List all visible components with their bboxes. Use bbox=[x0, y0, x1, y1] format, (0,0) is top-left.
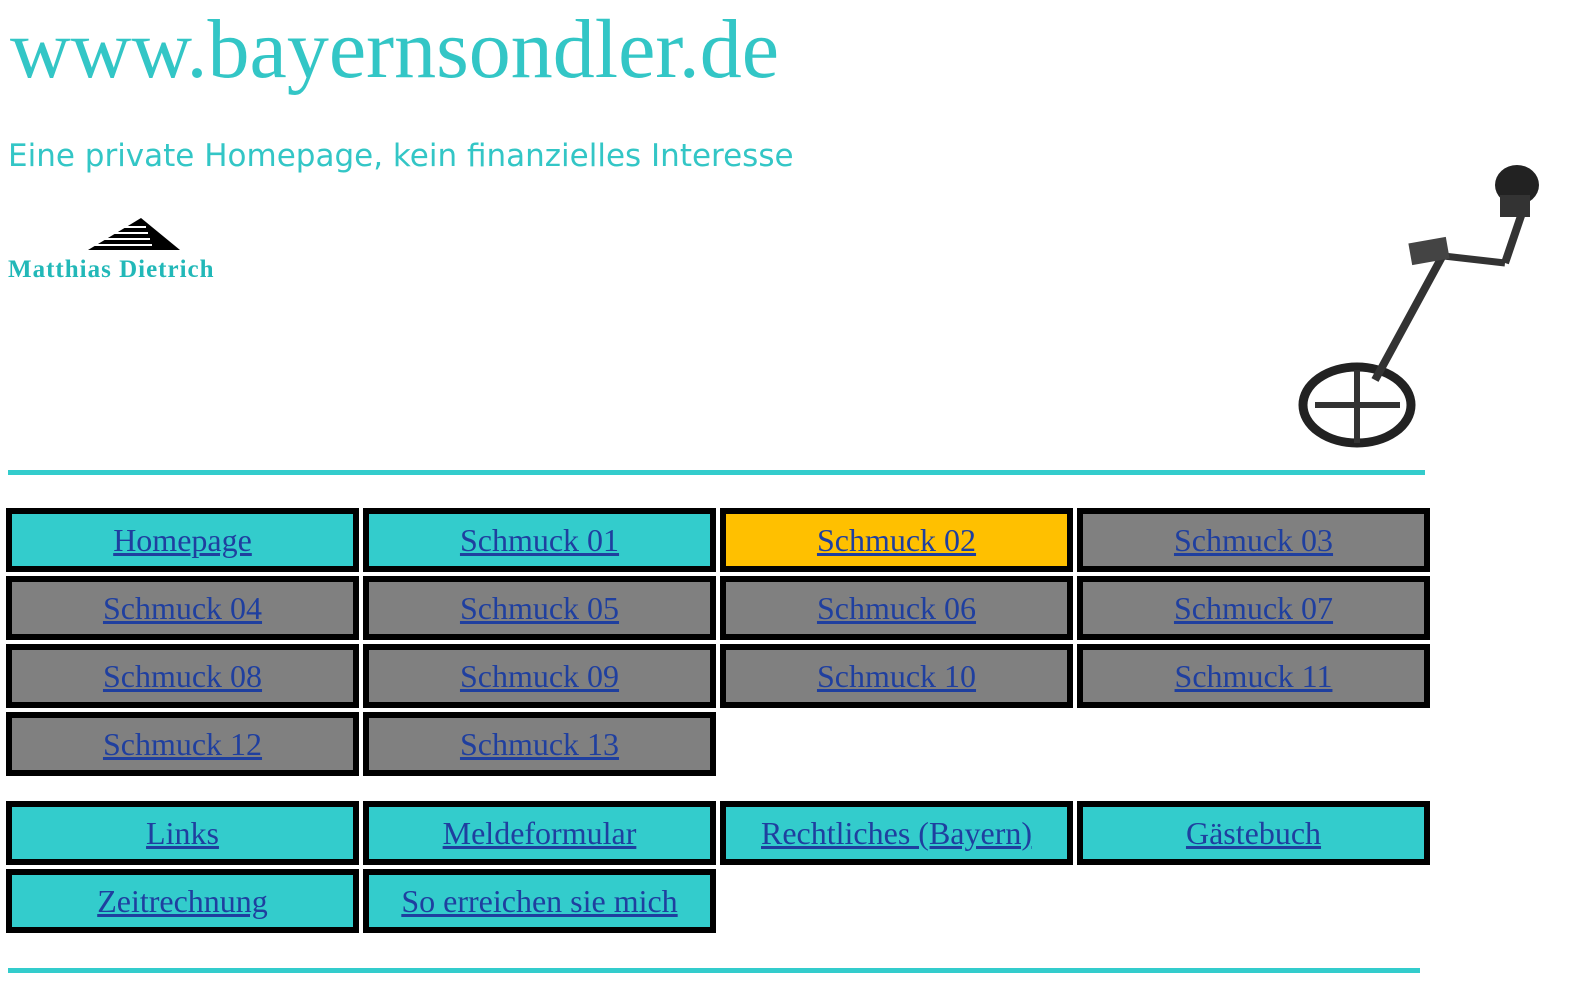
nav-link[interactable]: Schmuck 03 bbox=[1173, 521, 1334, 558]
nav-button: Gästebuch bbox=[1077, 801, 1430, 865]
nav-link[interactable]: Homepage bbox=[113, 521, 252, 558]
logo-text: Matthias Dietrich bbox=[8, 256, 215, 283]
nav-link[interactable]: Schmuck 01 bbox=[459, 521, 620, 558]
nav-link[interactable]: Schmuck 13 bbox=[459, 725, 620, 762]
nav-link[interactable]: Schmuck 09 bbox=[459, 657, 620, 694]
nav-link[interactable]: Schmuck 11 bbox=[1174, 657, 1333, 694]
nav-button: Meldeformular bbox=[363, 801, 716, 865]
subtitle: Eine private Homepage, kein finanzielles… bbox=[8, 138, 794, 174]
nav-button: Schmuck 05 bbox=[363, 576, 716, 640]
nav-button: Schmuck 06 bbox=[720, 576, 1073, 640]
nav-button: Schmuck 11 bbox=[1077, 644, 1430, 708]
nav-button: Schmuck 08 bbox=[6, 644, 359, 708]
nav-button: Schmuck 01 bbox=[363, 508, 716, 572]
nav-button: Schmuck 09 bbox=[363, 644, 716, 708]
nav-button: Schmuck 04 bbox=[6, 576, 359, 640]
nav-link[interactable]: So erreichen sie mich bbox=[401, 882, 678, 919]
nav-link[interactable]: Schmuck 08 bbox=[102, 657, 263, 694]
nav-link[interactable]: Meldeformular bbox=[442, 814, 637, 851]
nav-link[interactable]: Rechtliches (Bayern) bbox=[761, 814, 1032, 851]
site-title: www.bayernsondler.de bbox=[10, 3, 780, 96]
nav-link[interactable]: Schmuck 04 bbox=[102, 589, 263, 626]
nav-link[interactable]: Links bbox=[146, 814, 219, 851]
nav-button: Schmuck 02 bbox=[720, 508, 1073, 572]
nav-button: Zeitrechnung bbox=[6, 869, 359, 933]
nav-button: Links bbox=[6, 801, 359, 865]
nav-button: Schmuck 03 bbox=[1077, 508, 1430, 572]
nav-link[interactable]: Schmuck 06 bbox=[816, 589, 977, 626]
nav-button: Schmuck 10 bbox=[720, 644, 1073, 708]
nav-link[interactable]: Zeitrechnung bbox=[97, 882, 268, 919]
menu-grid: Homepage Schmuck 01 Schmuck 02 Schmuck 03 Sc… bbox=[6, 508, 1430, 776]
logo-icon bbox=[88, 218, 180, 250]
nav-button: Rechtliches (Bayern) bbox=[720, 801, 1073, 865]
nav-link[interactable]: Schmuck 10 bbox=[816, 657, 977, 694]
nav-link[interactable]: Schmuck 12 bbox=[102, 725, 263, 762]
nav-link[interactable]: Gästebuch bbox=[1185, 814, 1322, 851]
links-grid: Links Meldeformular Rechtliches (Bayern) Gä… bbox=[6, 801, 1430, 933]
metal-detector-image bbox=[1298, 165, 1539, 448]
nav-link[interactable]: Schmuck 02 bbox=[816, 521, 977, 558]
divider bbox=[8, 968, 1420, 973]
divider bbox=[8, 470, 1425, 475]
nav-button: Homepage bbox=[6, 508, 359, 572]
nav-link[interactable]: Schmuck 07 bbox=[1173, 589, 1334, 626]
nav-button: So erreichen sie mich bbox=[363, 869, 716, 933]
nav-button: Schmuck 07 bbox=[1077, 576, 1430, 640]
nav-button: Schmuck 12 bbox=[6, 712, 359, 776]
nav-link[interactable]: Schmuck 05 bbox=[459, 589, 620, 626]
nav-button: Schmuck 13 bbox=[363, 712, 716, 776]
